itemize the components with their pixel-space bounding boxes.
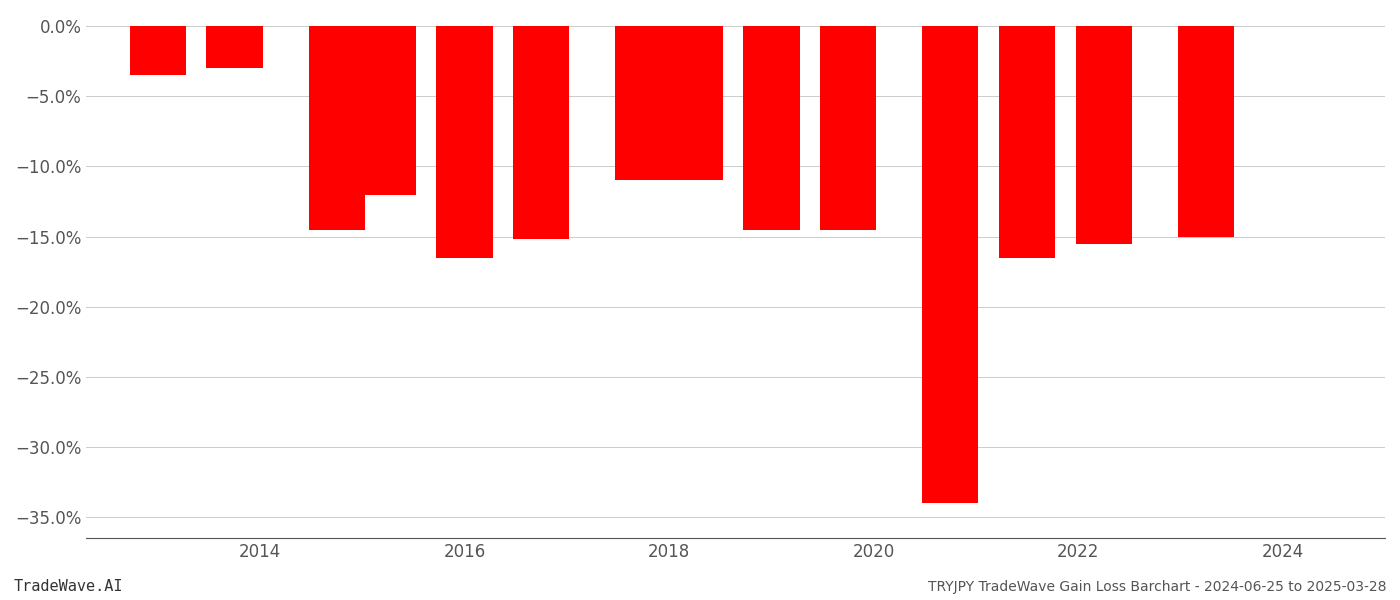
Bar xyxy=(360,26,416,194)
Bar xyxy=(820,26,876,230)
Bar xyxy=(743,26,799,230)
Bar xyxy=(308,26,365,230)
Bar xyxy=(514,26,570,239)
Bar xyxy=(1075,26,1131,244)
Bar xyxy=(437,26,493,257)
Bar xyxy=(206,26,263,68)
Bar xyxy=(616,26,672,181)
Bar xyxy=(1000,26,1056,257)
Bar xyxy=(666,26,722,181)
Text: TRYJPY TradeWave Gain Loss Barchart - 2024-06-25 to 2025-03-28: TRYJPY TradeWave Gain Loss Barchart - 20… xyxy=(927,580,1386,594)
Bar xyxy=(923,26,979,503)
Bar xyxy=(130,26,186,76)
Text: TradeWave.AI: TradeWave.AI xyxy=(14,579,123,594)
Bar xyxy=(1177,26,1235,236)
